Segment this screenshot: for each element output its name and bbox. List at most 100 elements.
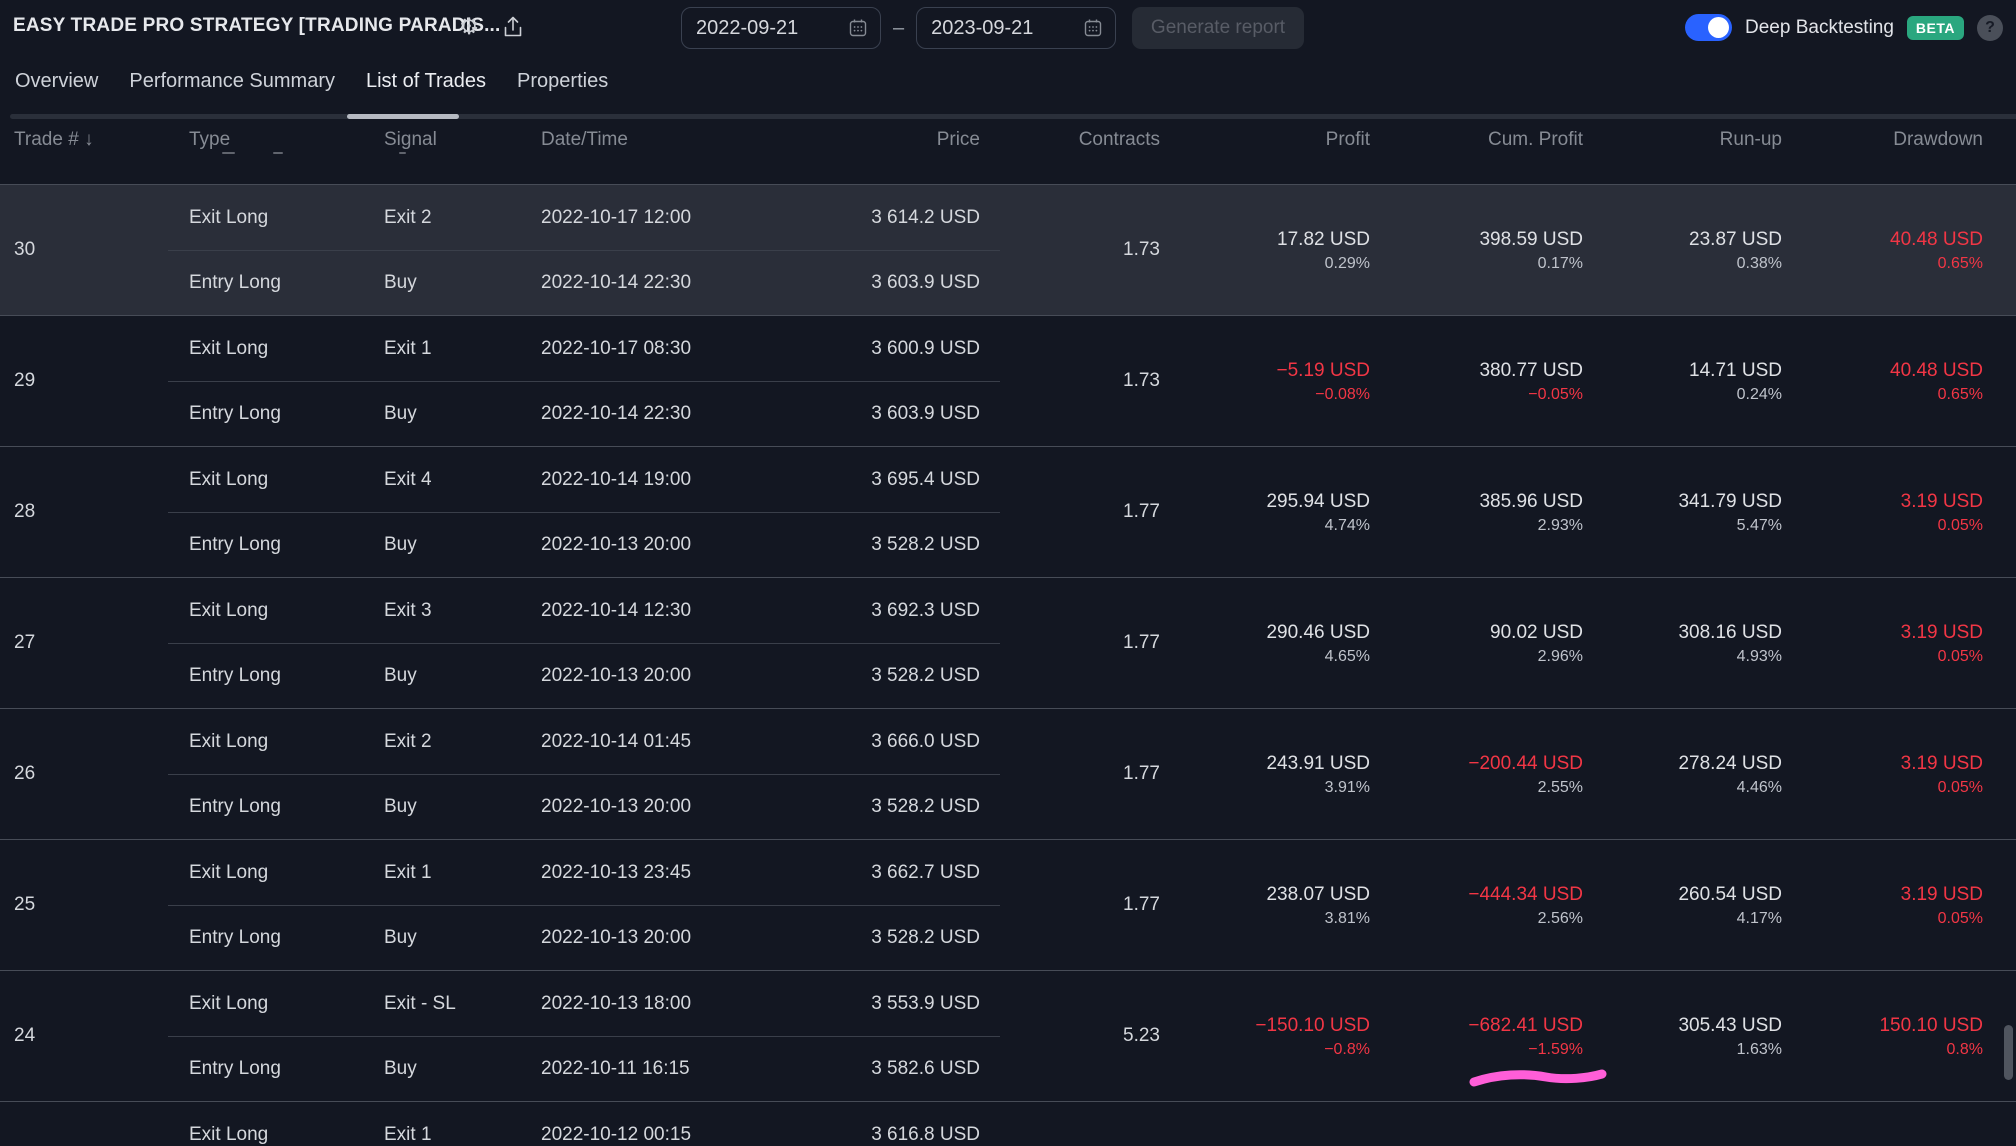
entry-signal: Buy xyxy=(384,381,541,446)
subrow-divider xyxy=(168,774,1000,775)
profit-value: 243.91 USD xyxy=(1266,752,1370,775)
top-bar: EASY TRADE PRO STRATEGY [TRADING PARADIS… xyxy=(0,0,2016,56)
subrow-divider xyxy=(168,1036,1000,1037)
cum-profit-percent: 2.96% xyxy=(1538,647,1583,666)
entry-datetime: 2022-10-13 20:00 xyxy=(541,643,760,708)
profit-value: −150.10 USD xyxy=(1255,1014,1370,1037)
table-header: Trade # ↓ Type Signal Date/Time Price Co… xyxy=(0,120,2016,184)
exit-signal: Exit 2 xyxy=(384,709,541,774)
profit-value: 17.82 USD xyxy=(1277,228,1370,251)
runup-value: 308.16 USD xyxy=(1678,621,1782,644)
tab-performance-summary[interactable]: Performance Summary xyxy=(129,70,335,93)
share-button[interactable] xyxy=(496,10,530,44)
runup-percent: 4.46% xyxy=(1737,778,1782,797)
tab-overview[interactable]: Overview xyxy=(15,70,98,93)
help-button[interactable]: ? xyxy=(1977,15,2003,41)
trade-row-partial[interactable]: Exit Long Exit 1 2022-10-12 00:15 3 616.… xyxy=(0,1101,2016,1146)
column-header-runup[interactable]: Run-up xyxy=(1583,120,1782,151)
column-header-cum-profit[interactable]: Cum. Profit xyxy=(1370,120,1583,151)
profit-percent: −0.08% xyxy=(1315,385,1370,404)
entry-type: Entry Long xyxy=(168,643,384,708)
column-header-price[interactable]: Price xyxy=(760,120,980,151)
profit-cell: −150.10 USD −0.8% xyxy=(1160,971,1370,1101)
column-header-drawdown[interactable]: Drawdown xyxy=(1782,120,1983,151)
exit-price: 3 553.9 USD xyxy=(760,971,980,1036)
trade-row[interactable]: 29 Exit Long Entry Long Exit 1 Buy 2022-… xyxy=(0,315,2016,446)
cum-profit-percent: −1.59% xyxy=(1528,1040,1583,1059)
date-from-input[interactable]: 2022-09-21 xyxy=(681,7,881,49)
trade-row[interactable]: 27 Exit Long Entry Long Exit 3 Buy 2022-… xyxy=(0,577,2016,708)
cum-profit-cell: 380.77 USD −0.05% xyxy=(1370,316,1583,446)
cum-profit-percent: 2.56% xyxy=(1538,909,1583,928)
drawdown-value: 150.10 USD xyxy=(1879,1014,1983,1037)
trade-row[interactable]: 24 Exit Long Entry Long Exit - SL Buy 20… xyxy=(0,970,2016,1101)
trade-number: 28 xyxy=(0,447,168,577)
clipped-row-remnant xyxy=(399,152,406,154)
entry-signal: Buy xyxy=(384,1036,541,1101)
column-header-type[interactable]: Type xyxy=(168,120,384,151)
cum-profit-value: −682.41 USD xyxy=(1468,1014,1583,1037)
column-header-contracts[interactable]: Contracts xyxy=(980,120,1160,151)
cum-profit-value: 398.59 USD xyxy=(1479,228,1583,251)
subrow-divider xyxy=(168,512,1000,513)
profit-percent: 4.65% xyxy=(1325,647,1370,666)
entry-price: 3 603.9 USD xyxy=(760,250,980,315)
exit-datetime: 2022-10-13 23:45 xyxy=(541,840,760,905)
subrow-divider xyxy=(168,905,1000,906)
runup-value: 341.79 USD xyxy=(1678,490,1782,513)
active-tab-indicator[interactable] xyxy=(347,114,459,119)
drawdown-cell: 40.48 USD 0.65% xyxy=(1782,316,1983,446)
contracts-value xyxy=(980,1102,1160,1146)
cum-profit-cell: 90.02 USD 2.96% xyxy=(1370,578,1583,708)
profit-cell: 295.94 USD 4.74% xyxy=(1160,447,1370,577)
exit-datetime: 2022-10-17 12:00 xyxy=(541,185,760,250)
entry-signal: Buy xyxy=(384,643,541,708)
trade-row[interactable]: 30 Exit Long Entry Long Exit 2 Buy 2022-… xyxy=(0,184,2016,315)
drawdown-cell: 40.48 USD 0.65% xyxy=(1782,185,1983,315)
runup-cell: 341.79 USD 5.47% xyxy=(1583,447,1782,577)
cum-profit-cell: 398.59 USD 0.17% xyxy=(1370,185,1583,315)
contracts-value: 1.77 xyxy=(980,578,1160,708)
tab-list-of-trades[interactable]: List of Trades xyxy=(366,70,486,93)
entry-type: Entry Long xyxy=(168,250,384,315)
runup-percent: 4.93% xyxy=(1737,647,1782,666)
date-to-input[interactable]: 2023-09-21 xyxy=(916,7,1116,49)
trade-number xyxy=(0,1102,168,1146)
generate-report-button[interactable]: Generate report xyxy=(1132,7,1304,49)
contracts-value: 1.77 xyxy=(980,447,1160,577)
runup-value: 260.54 USD xyxy=(1678,883,1782,906)
drawdown-percent: 0.05% xyxy=(1938,647,1983,666)
drawdown-percent: 0.05% xyxy=(1938,516,1983,535)
entry-type: Entry Long xyxy=(168,905,384,970)
exit-signal: Exit 4 xyxy=(384,447,541,512)
tab-properties[interactable]: Properties xyxy=(517,70,608,93)
exit-type: Exit Long xyxy=(168,840,384,905)
profit-percent: 4.74% xyxy=(1325,516,1370,535)
runup-cell: 260.54 USD 4.17% xyxy=(1583,840,1782,970)
runup-value: 305.43 USD xyxy=(1678,1014,1782,1037)
exit-signal: Exit - SL xyxy=(384,971,541,1036)
exit-datetime: 2022-10-14 19:00 xyxy=(541,447,760,512)
drawdown-value: 3.19 USD xyxy=(1901,621,1983,644)
column-header-trade[interactable]: Trade # ↓ xyxy=(0,120,168,151)
settings-button[interactable]: ⚙ xyxy=(452,10,486,44)
vertical-scrollbar-thumb[interactable] xyxy=(2004,1025,2013,1080)
exit-type: Exit Long xyxy=(168,185,384,250)
exit-price: 3 616.8 USD xyxy=(760,1102,980,1146)
entry-signal: Buy xyxy=(384,250,541,315)
exit-price: 3 662.7 USD xyxy=(760,840,980,905)
trade-row[interactable]: 25 Exit Long Entry Long Exit 1 Buy 2022-… xyxy=(0,839,2016,970)
calendar-icon xyxy=(1083,18,1103,38)
column-header-signal[interactable]: Signal xyxy=(384,120,541,151)
trade-row[interactable]: 26 Exit Long Entry Long Exit 2 Buy 2022-… xyxy=(0,708,2016,839)
profit-percent: 0.29% xyxy=(1325,254,1370,273)
column-header-profit[interactable]: Profit xyxy=(1160,120,1370,151)
sort-desc-icon: ↓ xyxy=(84,129,94,150)
entry-datetime: 2022-10-11 16:15 xyxy=(541,1036,760,1101)
contracts-value: 1.77 xyxy=(980,840,1160,970)
runup-cell: 14.71 USD 0.24% xyxy=(1583,316,1782,446)
deep-backtesting-toggle[interactable] xyxy=(1685,14,1732,41)
column-header-datetime[interactable]: Date/Time xyxy=(541,120,760,151)
exit-price: 3 600.9 USD xyxy=(760,316,980,381)
trade-row[interactable]: 28 Exit Long Entry Long Exit 4 Buy 2022-… xyxy=(0,446,2016,577)
